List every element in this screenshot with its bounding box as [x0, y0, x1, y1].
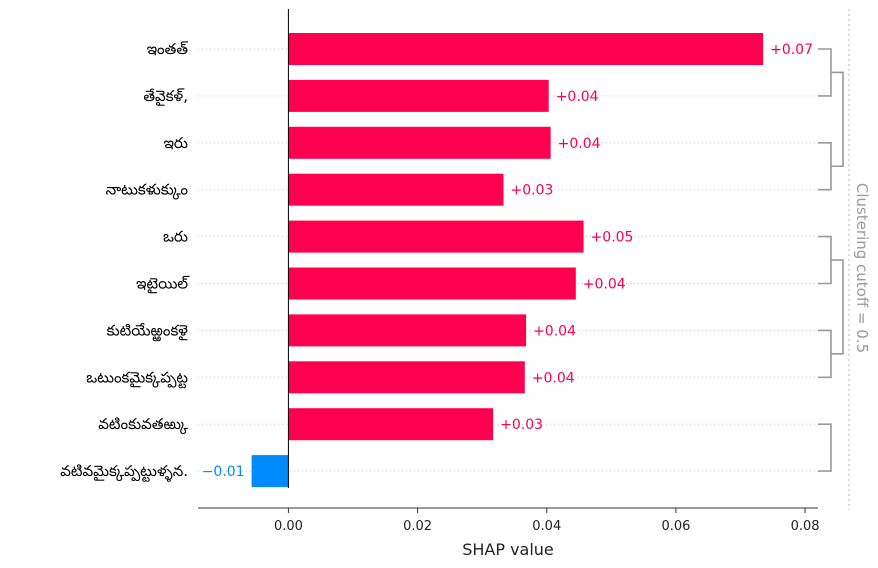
bar [288, 33, 764, 65]
cluster-bracket [818, 48, 832, 97]
cluster-group-bracket [831, 71, 844, 168]
value-label: +0.04 [583, 277, 626, 293]
value-label: +0.05 [591, 230, 634, 246]
clustering-cutoff-label: Clustering cutoff = 0.5 [853, 183, 871, 353]
row-gridlines [198, 48, 818, 472]
value-label: −0.01 [202, 464, 245, 480]
x-tick-label: 0.00 [274, 519, 303, 534]
value-labels: +0.07 +0.04 +0.04 +0.03 +0.05 +0.04 +0.04 +0.04… [202, 42, 813, 480]
category-label: వటివమైక్కప్పట్టుళ్ళన. [60, 462, 188, 482]
value-label: +0.07 [770, 42, 813, 58]
value-label: +0.03 [500, 417, 543, 433]
bar [288, 220, 584, 253]
category-label: ఒటుంకమైక్కప్పట్ట [86, 368, 188, 388]
category-label: తేవైకళ్, [143, 87, 188, 106]
value-label: +0.04 [533, 323, 576, 339]
value-label: +0.04 [558, 136, 601, 152]
x-tick-label: 0.04 [532, 519, 561, 534]
bar [288, 408, 494, 441]
x-tick-label: 0.06 [661, 519, 690, 534]
x-tick-label: 0.02 [403, 519, 432, 534]
clustering-dendrogram [818, 9, 850, 510]
bar [288, 126, 551, 159]
cluster-bracket [818, 235, 832, 285]
cluster-bracket [818, 142, 832, 191]
cluster-bracket [818, 423, 832, 472]
cluster-bracket [818, 329, 832, 379]
category-label: ఇంతత్ [147, 40, 189, 58]
bar [288, 267, 576, 300]
value-label: +0.03 [510, 183, 553, 199]
value-label: +0.04 [532, 370, 575, 386]
bar [288, 173, 504, 206]
bar [288, 79, 549, 112]
bar [251, 455, 289, 488]
bar [288, 361, 525, 394]
category-label: కుటియేఱ్ఱంకళై [107, 321, 189, 341]
category-label: ఇరు [164, 134, 188, 152]
category-label: ఒరు [163, 228, 188, 246]
x-axis-title: SHAP value [462, 540, 554, 559]
x-tick-label: 0.08 [791, 519, 820, 534]
category-label: నాటుకళుక్కుం [106, 181, 189, 201]
bars [251, 33, 764, 488]
category-label: వటింకువతఱ్కు [98, 415, 189, 435]
value-label: +0.04 [556, 89, 599, 105]
cluster-group-bracket [831, 259, 844, 355]
bar [288, 314, 527, 347]
category-labels: ఇంతత్ తేవైకళ్, ఇరు నాటుకళుక్కుం ఒరు ఇటైయిల్ కు… [60, 40, 190, 482]
x-axis: 0.00 0.02 0.04 0.06 0.08 [198, 507, 820, 534]
category-label: ఇటైయిల్ [136, 275, 190, 294]
